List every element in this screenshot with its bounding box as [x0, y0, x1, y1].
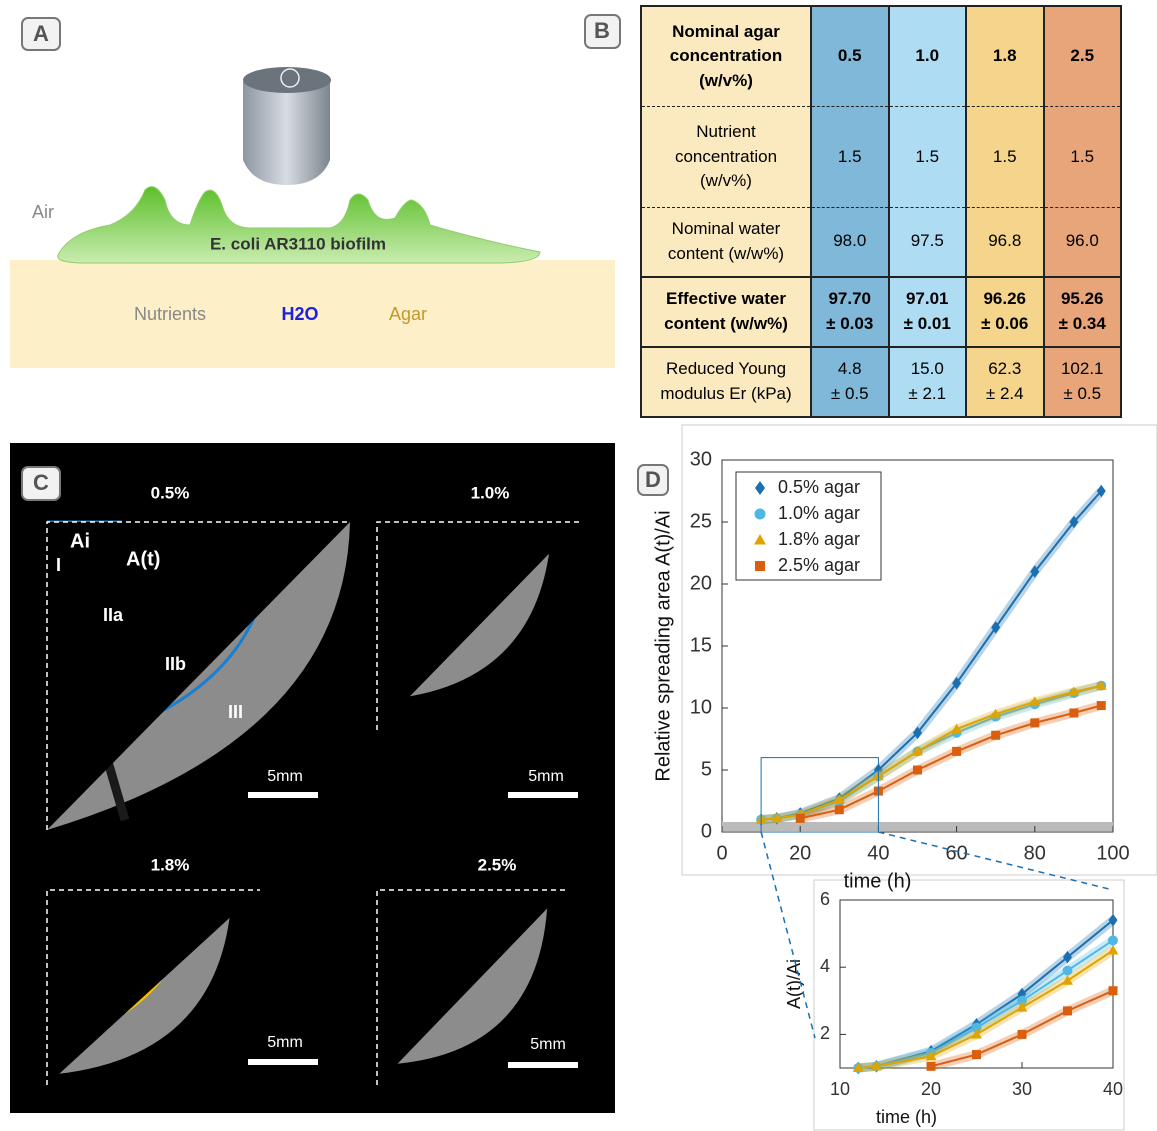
marker: [991, 731, 1000, 740]
label-nutrients: Nutrients: [134, 304, 206, 324]
zoom-connector: [878, 832, 1113, 890]
x-tick-label: 80: [1024, 842, 1046, 864]
table-cell: 15.0 ± 2.1: [889, 347, 967, 417]
marker: [913, 766, 922, 775]
label-water: H2O: [281, 304, 318, 324]
scale-label: 5mm: [267, 1034, 303, 1051]
table-cell: Nominal water content (w/w%): [641, 207, 811, 277]
marker: [952, 747, 961, 756]
legend-marker: [755, 509, 766, 520]
annotation: Ai: [70, 530, 90, 552]
table-cell: 1.5: [889, 107, 967, 207]
table-cell: 0.5: [811, 6, 889, 107]
marker: [796, 814, 805, 823]
table-cell: Nominal agar concentration (w/v%): [641, 6, 811, 107]
table-cell: 4.8 ± 0.5: [811, 347, 889, 417]
figure: A Air E. coli AR3110 biofilm Nutrients H…: [0, 0, 1157, 1131]
y-tick-label: 30: [690, 448, 712, 470]
y-tick-label: 25: [690, 510, 712, 532]
y-tick-label: 20: [690, 572, 712, 594]
panel-label: C: [33, 470, 49, 495]
image-title: 1.0%: [471, 483, 510, 502]
legend-label: 2.5% agar: [778, 555, 860, 575]
label-agar: Agar: [389, 304, 427, 324]
image-title: 0.5%: [151, 483, 190, 502]
table-cell: 62.3 ± 2.4: [966, 347, 1044, 417]
annotation: I: [56, 555, 61, 575]
baseline-band: [722, 822, 1113, 831]
marker: [1108, 935, 1118, 945]
panel-label: B: [594, 18, 610, 43]
table-cell: 1.0: [889, 6, 967, 107]
scale-label: 5mm: [530, 1036, 566, 1053]
table-cell: 102.1 ± 0.5: [1044, 347, 1122, 417]
panel-label: D: [645, 467, 661, 492]
table-cell: 96.26 ± 0.06: [966, 277, 1044, 347]
legend-label: 1.0% agar: [778, 503, 860, 523]
y-tick-label: 4: [820, 956, 830, 976]
x-tick-label: 0: [716, 842, 727, 864]
marker: [1109, 986, 1118, 995]
x-tick-label: 10: [830, 1079, 850, 1099]
table-cell: 97.70 ± 0.03: [811, 277, 889, 347]
table-cell: 96.0: [1044, 207, 1122, 277]
table-cell: 1.5: [811, 107, 889, 207]
x-tick-label: 100: [1096, 842, 1129, 864]
x-tick-label: 20: [789, 842, 811, 864]
annotation: A(t): [126, 548, 160, 570]
scale-label: 5mm: [528, 768, 564, 785]
marker: [1063, 1006, 1072, 1015]
x-axis-label: time (h): [876, 1107, 937, 1127]
y-tick-label: 0: [701, 820, 712, 842]
marker: [927, 1062, 936, 1071]
annotation: IIa: [103, 605, 124, 625]
table-cell: 1.8: [966, 6, 1044, 107]
x-tick-label: 20: [921, 1079, 941, 1099]
legend-marker: [755, 561, 765, 571]
x-tick-label: 40: [867, 842, 889, 864]
annotation: III: [228, 702, 243, 722]
image-title: 2.5%: [478, 855, 517, 874]
scale-label: 5mm: [267, 768, 303, 785]
x-tick-label: 30: [1012, 1079, 1032, 1099]
legend-label: 1.8% agar: [778, 529, 860, 549]
objective-top: [243, 67, 331, 93]
image-title: 1.8%: [151, 855, 190, 874]
table-cell: 97.5: [889, 207, 967, 277]
panel-label: A: [33, 21, 49, 46]
legend-label: 0.5% agar: [778, 477, 860, 497]
y-axis-label: Relative spreading area A(t)/Ai: [652, 510, 674, 781]
y-tick-label: 5: [701, 758, 712, 780]
label-air: Air: [32, 202, 54, 222]
table-cell: 97.01 ± 0.01: [889, 277, 967, 347]
x-tick-label: 40: [1103, 1079, 1123, 1099]
marker: [1097, 701, 1106, 710]
table-cell: Reduced Young modulus Er (kPa): [641, 347, 811, 417]
table-cell: Nutrient concentration (w/v%): [641, 107, 811, 207]
y-tick-label: 10: [690, 696, 712, 718]
y-tick-label: 15: [690, 634, 712, 656]
objective: [243, 82, 330, 185]
y-tick-label: 2: [820, 1023, 830, 1043]
table-cell: 96.8: [966, 207, 1044, 277]
marker: [1069, 708, 1078, 717]
table-cell: 95.26 ± 0.34: [1044, 277, 1122, 347]
marker: [1018, 1030, 1027, 1039]
annotation: IIb: [165, 654, 186, 674]
table-cell: 1.5: [1044, 107, 1122, 207]
label-biofilm: E. coli AR3110 biofilm: [210, 234, 386, 253]
x-axis-label: time (h): [844, 870, 912, 892]
y-tick-label: 6: [820, 889, 830, 909]
marker: [835, 805, 844, 814]
table-cell: Effective water content (w/w%): [641, 277, 811, 347]
table-cell: 1.5: [966, 107, 1044, 207]
table-cell: 98.0: [811, 207, 889, 277]
table-cell: 2.5: [1044, 6, 1122, 107]
marker: [1030, 718, 1039, 727]
marker: [972, 1050, 981, 1059]
